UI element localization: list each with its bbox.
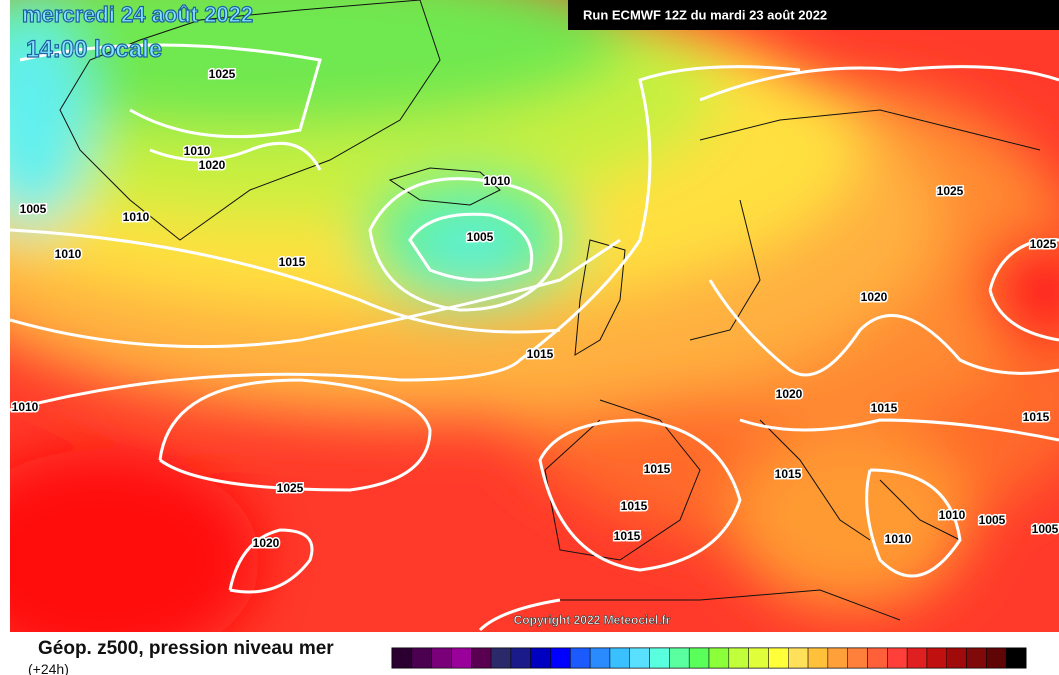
isobar-label: 1015 (871, 401, 898, 415)
color-swatch (589, 647, 611, 669)
isobar-label: 1015 (279, 255, 306, 269)
color-swatch (1005, 647, 1027, 669)
isobar-label: 1010 (12, 400, 39, 414)
color-swatch (946, 647, 967, 669)
isobar-label: 1015 (1023, 410, 1050, 424)
isobar-label: 1020 (861, 290, 888, 304)
isobar-label: 1020 (776, 387, 803, 401)
color-swatch (609, 647, 630, 669)
isobar-labels: 1025101010201005101010101015101010051015… (10, 66, 1059, 552)
color-swatch (768, 647, 789, 669)
color-swatch (451, 647, 472, 669)
color-swatch (847, 647, 868, 669)
copyright: Copyright 2022 Meteociel.fr (514, 613, 671, 627)
color-swatch (411, 647, 432, 669)
isobar-label: 1015 (621, 499, 648, 513)
color-swatch (788, 647, 809, 669)
isobar-label: 1020 (253, 536, 280, 550)
isobar-label: 1015 (775, 467, 802, 481)
color-swatch (906, 647, 928, 669)
color-scale (391, 647, 1027, 669)
color-swatch (728, 647, 749, 669)
isobar-label: 1025 (937, 184, 964, 198)
color-swatch (986, 647, 1007, 669)
isobar-label: 1025 (209, 67, 236, 81)
isobar-label: 1010 (55, 247, 82, 261)
isobar-label: 1005 (20, 202, 47, 216)
run-banner (568, 0, 1059, 30)
color-swatch (748, 647, 769, 669)
color-swatch (431, 647, 452, 669)
color-swatch (887, 647, 908, 669)
legend-title: Géop. z500, pression niveau mer (38, 638, 334, 659)
isobar-label: 1015 (614, 529, 641, 543)
time-title: 14:00 locale (26, 36, 162, 63)
color-swatch (391, 647, 413, 669)
color-swatch (570, 647, 591, 669)
color-swatch (708, 647, 730, 669)
isobar-label: 1010 (939, 508, 966, 522)
color-swatch (629, 647, 650, 669)
isobar-label: 1010 (484, 174, 511, 188)
isobar-label: 1020 (199, 158, 226, 172)
isobar-label: 1005 (1032, 522, 1059, 536)
isobar-label: 1015 (644, 462, 671, 476)
color-swatch (550, 647, 571, 669)
color-swatch (688, 647, 710, 669)
color-swatch (649, 647, 670, 669)
isobar-label: 1025 (277, 481, 304, 495)
isobar-label: 1025 (1030, 237, 1057, 251)
color-swatch (471, 647, 492, 669)
color-swatch (867, 647, 888, 669)
isobar-label: 1005 (467, 230, 494, 244)
color-swatch (827, 647, 848, 669)
run-info: Run ECMWF 12Z du mardi 23 août 2022 (583, 7, 827, 22)
isobar-label: 1005 (979, 513, 1006, 527)
color-swatch (807, 647, 829, 669)
color-swatch (530, 647, 551, 669)
color-swatch (510, 647, 531, 669)
isobar-label: 1010 (123, 210, 150, 224)
date-title: mercredi 24 août 2022 (22, 2, 253, 27)
color-swatch (490, 647, 512, 669)
isobar-label: 1015 (527, 347, 554, 361)
color-swatch (966, 647, 987, 669)
color-swatch (669, 647, 690, 669)
color-swatch (926, 647, 947, 669)
isobar-label: 1010 (184, 144, 211, 158)
legend-subtitle: (+24h) (28, 661, 69, 675)
isobar-label: 1010 (885, 532, 912, 546)
